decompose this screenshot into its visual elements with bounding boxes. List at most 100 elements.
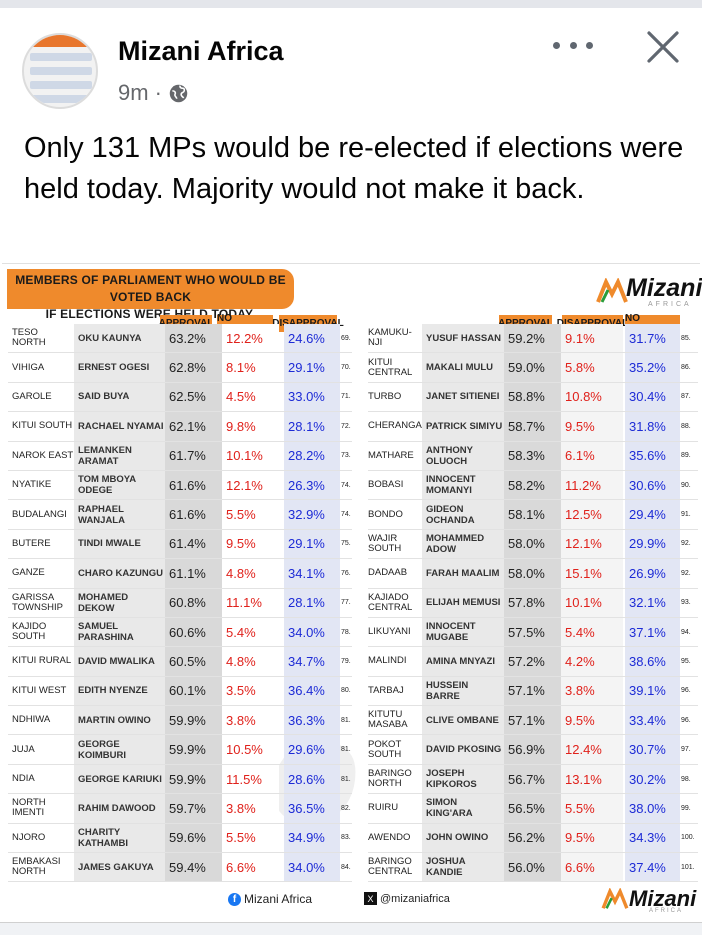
facebook-icon: f — [228, 892, 241, 906]
value-cell: 61.7% — [165, 441, 222, 470]
mp-name-cell: TOM MBOYA ODEGE — [74, 470, 165, 500]
avatar[interactable] — [22, 33, 98, 109]
author-name[interactable]: Mizani Africa — [118, 36, 284, 66]
area-cell: KITUI CENTRAL — [368, 356, 413, 378]
close-icon[interactable] — [644, 28, 682, 66]
mp-name-cell: ERNEST OGESI — [74, 353, 165, 382]
infographic-banner: MEMBERS OF PARLIAMENT WHO WOULD BE VOTED… — [7, 269, 294, 321]
value-cell: 57.1% — [504, 676, 561, 706]
area-cell: GANZE — [12, 567, 45, 579]
rank-cell: 78. — [341, 628, 351, 636]
avatar-row — [30, 81, 92, 89]
mp-name-cell: MAKALI MULU — [422, 353, 504, 382]
rank-cell: 96. — [681, 716, 691, 724]
table-row: VIHIGA ERNEST OGESI 62.8% 8.1% 29.1% 70. — [8, 353, 352, 383]
value-cell: 58.3% — [504, 441, 561, 470]
rank-cell: 86. — [681, 364, 691, 372]
value-cell: 3.8% — [222, 706, 279, 735]
value-cell: 56.2% — [504, 823, 561, 853]
value-cell: 37.4% — [625, 853, 680, 882]
area-cell: RUIRU — [368, 802, 399, 814]
mp-name-cell: MARTIN OWINO — [74, 706, 165, 735]
table-row: BOBASI INNOCENT MOMANYI 58.2% 11.2% 30.6% 90. — [368, 470, 698, 501]
value-cell: 60.1% — [165, 676, 222, 706]
value-cell: 62.5% — [165, 382, 222, 412]
value-cell: 28.1% — [284, 412, 340, 441]
rank-cell: 81. — [341, 746, 351, 754]
rank-cell: 94. — [681, 628, 691, 636]
area-cell: EMBAKASI NORTH — [12, 856, 61, 878]
area-cell: BARINGO NORTH — [368, 768, 412, 790]
value-cell: 28.1% — [284, 588, 340, 617]
table-row: RUIRU SIMON KING'ARA 56.5% 5.5% 38.0% 99. — [368, 794, 698, 824]
value-cell: 34.1% — [284, 559, 340, 588]
more-options-icon[interactable] — [553, 30, 593, 60]
area-cell: NJORO — [12, 831, 46, 843]
table-row: BONDO GIDEON OCHANDA 58.1% 12.5% 29.4% 91. — [368, 500, 698, 530]
mp-name-cell: SAID BUYA — [74, 382, 165, 412]
area-cell: BUDALANGI — [12, 508, 67, 520]
area-cell: GARISSA TOWNSHIP — [12, 591, 64, 613]
area-cell: POKOT SOUTH — [368, 738, 402, 760]
post-text: Only 131 MPs would be re-elected if elec… — [24, 132, 684, 205]
area-cell: BOBASI — [368, 479, 404, 491]
area-cell: NAROK EAST — [12, 449, 74, 461]
rank-cell: 98. — [681, 775, 691, 783]
rank-cell: 79. — [341, 657, 351, 665]
value-cell: 58.0% — [504, 559, 561, 588]
value-cell: 29.9% — [625, 529, 680, 559]
post-time[interactable]: 9m — [118, 80, 149, 105]
area-cell: GAROLE — [12, 390, 52, 402]
value-cell: 3.8% — [561, 676, 623, 706]
value-cell: 59.7% — [165, 794, 222, 823]
rank-cell: 69. — [341, 334, 351, 342]
area-cell: MALINDI — [368, 655, 407, 667]
value-cell: 29.1% — [284, 529, 340, 559]
rank-cell: 70. — [341, 364, 351, 372]
value-cell: 11.1% — [222, 588, 279, 617]
area-cell: KAMUKU-NJI — [368, 327, 412, 349]
value-cell: 31.7% — [625, 324, 680, 353]
value-cell: 5.5% — [222, 500, 279, 529]
rank-cell: 76. — [341, 569, 351, 577]
value-cell: 10.1% — [222, 441, 279, 470]
mp-name-cell: GIDEON OCHANDA — [422, 500, 504, 529]
area-cell: TESO NORTH — [12, 327, 46, 349]
infographic[interactable]: M M izo MEMBERS OF PARLIAMENT WHO WOULD … — [2, 263, 702, 917]
value-cell: 59.9% — [165, 706, 222, 735]
rank-cell: 91. — [681, 511, 691, 519]
table-row: JUJA GEORGE KOIMBURI 59.9% 10.5% 29.6% 81. — [8, 735, 352, 765]
value-cell: 9.8% — [222, 412, 279, 441]
value-cell: 12.2% — [222, 324, 279, 353]
table-row: NJORO CHARITY KATHAMBI 59.6% 5.5% 34.9% 83. — [8, 823, 352, 854]
rank-cell: 87. — [681, 393, 691, 401]
table-row: GARISSA TOWNSHIP MOHAMED DEKOW 60.8% 11.1% 2… — [8, 588, 352, 618]
value-cell: 5.5% — [561, 794, 623, 823]
rank-cell: 71. — [341, 393, 351, 401]
value-cell: 61.6% — [165, 500, 222, 529]
value-cell: 33.0% — [284, 382, 340, 412]
value-cell: 32.1% — [625, 588, 680, 617]
value-cell: 31.8% — [625, 412, 680, 441]
value-cell: 28.6% — [284, 764, 340, 794]
value-cell: 10.8% — [561, 382, 623, 412]
value-cell: 59.2% — [504, 324, 561, 353]
table-row: KITUI SOUTH RACHAEL NYAMAI 62.1% 9.8% 28.1% 7… — [8, 412, 352, 442]
area-cell: WAJIR SOUTH — [368, 532, 402, 554]
area-cell: NDIA — [12, 773, 35, 785]
value-cell: 29.6% — [284, 735, 340, 764]
value-cell: 32.9% — [284, 500, 340, 529]
value-cell: 58.8% — [504, 382, 561, 412]
value-cell: 34.7% — [284, 647, 340, 676]
area-cell: VIHIGA — [12, 361, 45, 373]
area-cell: TURBO — [368, 390, 402, 402]
value-cell: 26.3% — [284, 470, 340, 500]
value-cell: 59.4% — [165, 853, 222, 882]
value-cell: 58.0% — [504, 529, 561, 559]
value-cell: 9.5% — [561, 823, 623, 853]
globe-icon — [169, 84, 188, 102]
table-row: LIKUYANI INNOCENT MUGABE 57.5% 5.4% 37.1% 94. — [368, 617, 698, 648]
value-cell: 58.1% — [504, 500, 561, 529]
table-row: BARINGO CENTRAL JOSHUA KANDIE 56.0% 6.6% 37.… — [368, 853, 698, 883]
value-cell: 59.0% — [504, 353, 561, 382]
